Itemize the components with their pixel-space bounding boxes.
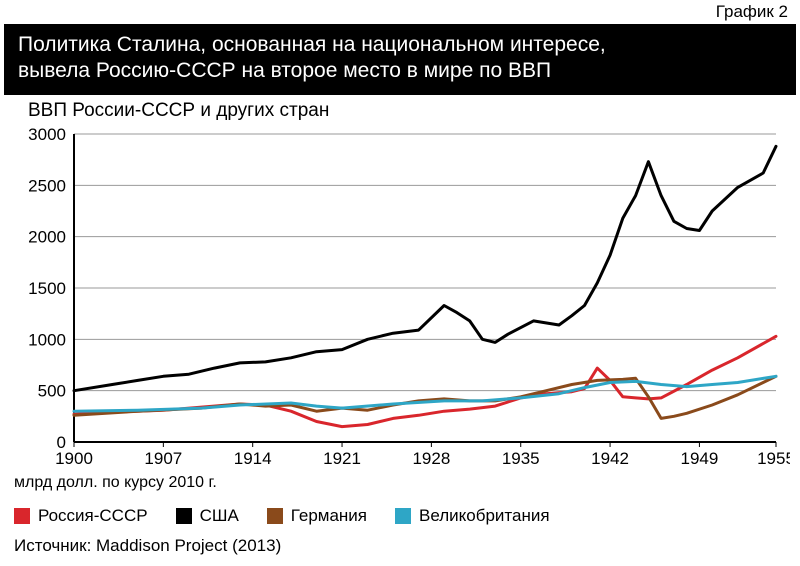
legend-swatch bbox=[176, 508, 192, 524]
y-tick: 500 bbox=[38, 382, 66, 401]
figure-number: График 2 bbox=[716, 2, 788, 22]
legend-item: Великобритания bbox=[395, 506, 550, 526]
legend-item: Германия bbox=[267, 506, 367, 526]
x-tick: 1907 bbox=[144, 449, 182, 468]
title-line-2: вывела Россию-СССР на второе место в мир… bbox=[18, 58, 782, 84]
x-tick: 1949 bbox=[681, 449, 719, 468]
x-tick: 1921 bbox=[323, 449, 361, 468]
svg-text:2500: 2500 bbox=[28, 176, 66, 195]
chart: 0500100015002000250030001900190719141921… bbox=[10, 126, 790, 470]
series-line bbox=[74, 146, 776, 390]
svg-text:500: 500 bbox=[38, 382, 66, 401]
x-tick: 1928 bbox=[412, 449, 450, 468]
legend-label: Великобритания bbox=[419, 506, 550, 526]
x-axis-subtitle: млрд долл. по курсу 2010 г. bbox=[14, 474, 217, 492]
y-tick: 1000 bbox=[28, 330, 66, 349]
title-line-1: Политика Сталина, основанная на национал… bbox=[18, 32, 782, 58]
legend: Россия-СССР США Германия Великобритания bbox=[14, 506, 550, 526]
y-tick: 3000 bbox=[28, 126, 66, 144]
svg-text:3000: 3000 bbox=[28, 126, 66, 144]
x-tick: 1900 bbox=[55, 449, 93, 468]
series-line bbox=[74, 376, 776, 418]
svg-text:1000: 1000 bbox=[28, 330, 66, 349]
svg-text:1921: 1921 bbox=[323, 449, 361, 468]
legend-swatch bbox=[14, 508, 30, 524]
svg-text:1935: 1935 bbox=[502, 449, 540, 468]
x-tick: 1935 bbox=[502, 449, 540, 468]
y-tick: 2500 bbox=[28, 176, 66, 195]
y-tick: 2000 bbox=[28, 228, 66, 247]
svg-text:1928: 1928 bbox=[412, 449, 450, 468]
x-tick: 1942 bbox=[591, 449, 629, 468]
series-line bbox=[74, 336, 776, 426]
svg-text:1914: 1914 bbox=[234, 449, 272, 468]
svg-text:1955: 1955 bbox=[757, 449, 790, 468]
chart-subtitle: ВВП России-СССР и других стран bbox=[28, 100, 329, 122]
x-tick: 1914 bbox=[234, 449, 272, 468]
legend-swatch bbox=[395, 508, 411, 524]
title-bar: Политика Сталина, основанная на национал… bbox=[4, 24, 796, 95]
svg-text:1500: 1500 bbox=[28, 279, 66, 298]
svg-text:1949: 1949 bbox=[681, 449, 719, 468]
legend-item: США bbox=[176, 506, 239, 526]
y-tick: 1500 bbox=[28, 279, 66, 298]
source-text: Источник: Maddison Project (2013) bbox=[14, 536, 281, 556]
svg-text:1907: 1907 bbox=[144, 449, 182, 468]
svg-text:1942: 1942 bbox=[591, 449, 629, 468]
legend-label: Германия bbox=[291, 506, 367, 526]
legend-label: США bbox=[200, 506, 239, 526]
legend-item: Россия-СССР bbox=[14, 506, 148, 526]
svg-text:2000: 2000 bbox=[28, 228, 66, 247]
chart-svg: 0500100015002000250030001900190719141921… bbox=[10, 126, 790, 470]
x-tick: 1955 bbox=[757, 449, 790, 468]
legend-swatch bbox=[267, 508, 283, 524]
svg-text:1900: 1900 bbox=[55, 449, 93, 468]
legend-label: Россия-СССР bbox=[38, 506, 148, 526]
